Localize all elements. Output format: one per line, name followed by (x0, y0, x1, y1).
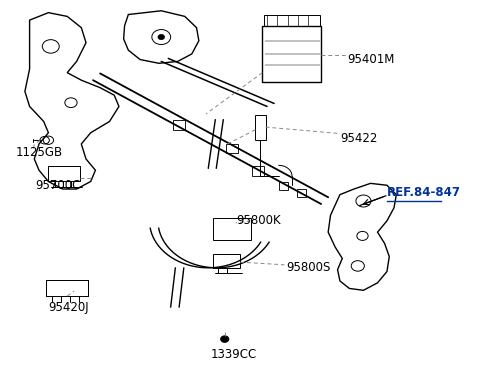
Bar (264, 15, 320, 26)
Text: 95422: 95422 (340, 132, 377, 145)
Text: REF.84-847: REF.84-847 (387, 186, 461, 199)
Text: 95420J: 95420J (48, 301, 89, 314)
Bar (46, 280, 88, 296)
Text: 1339CC: 1339CC (211, 348, 257, 361)
Bar (297, 189, 306, 197)
Bar (213, 254, 240, 268)
Text: 95800S: 95800S (286, 261, 330, 274)
Bar (48, 166, 80, 181)
Bar (279, 182, 288, 190)
Circle shape (158, 34, 165, 40)
Bar (255, 115, 265, 140)
Bar (213, 218, 251, 240)
Text: 95700C: 95700C (35, 179, 81, 192)
Circle shape (220, 336, 229, 342)
Text: 1125GB: 1125GB (15, 146, 62, 159)
Bar (252, 166, 264, 176)
Bar (226, 144, 238, 153)
Bar (173, 120, 185, 130)
Text: 95800K: 95800K (237, 214, 281, 228)
Text: 95401M: 95401M (347, 53, 395, 66)
Bar (263, 26, 321, 82)
